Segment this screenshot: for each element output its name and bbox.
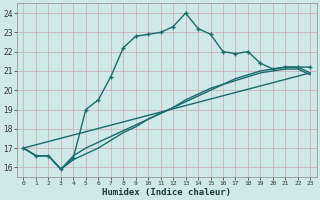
X-axis label: Humidex (Indice chaleur): Humidex (Indice chaleur) — [102, 188, 231, 197]
